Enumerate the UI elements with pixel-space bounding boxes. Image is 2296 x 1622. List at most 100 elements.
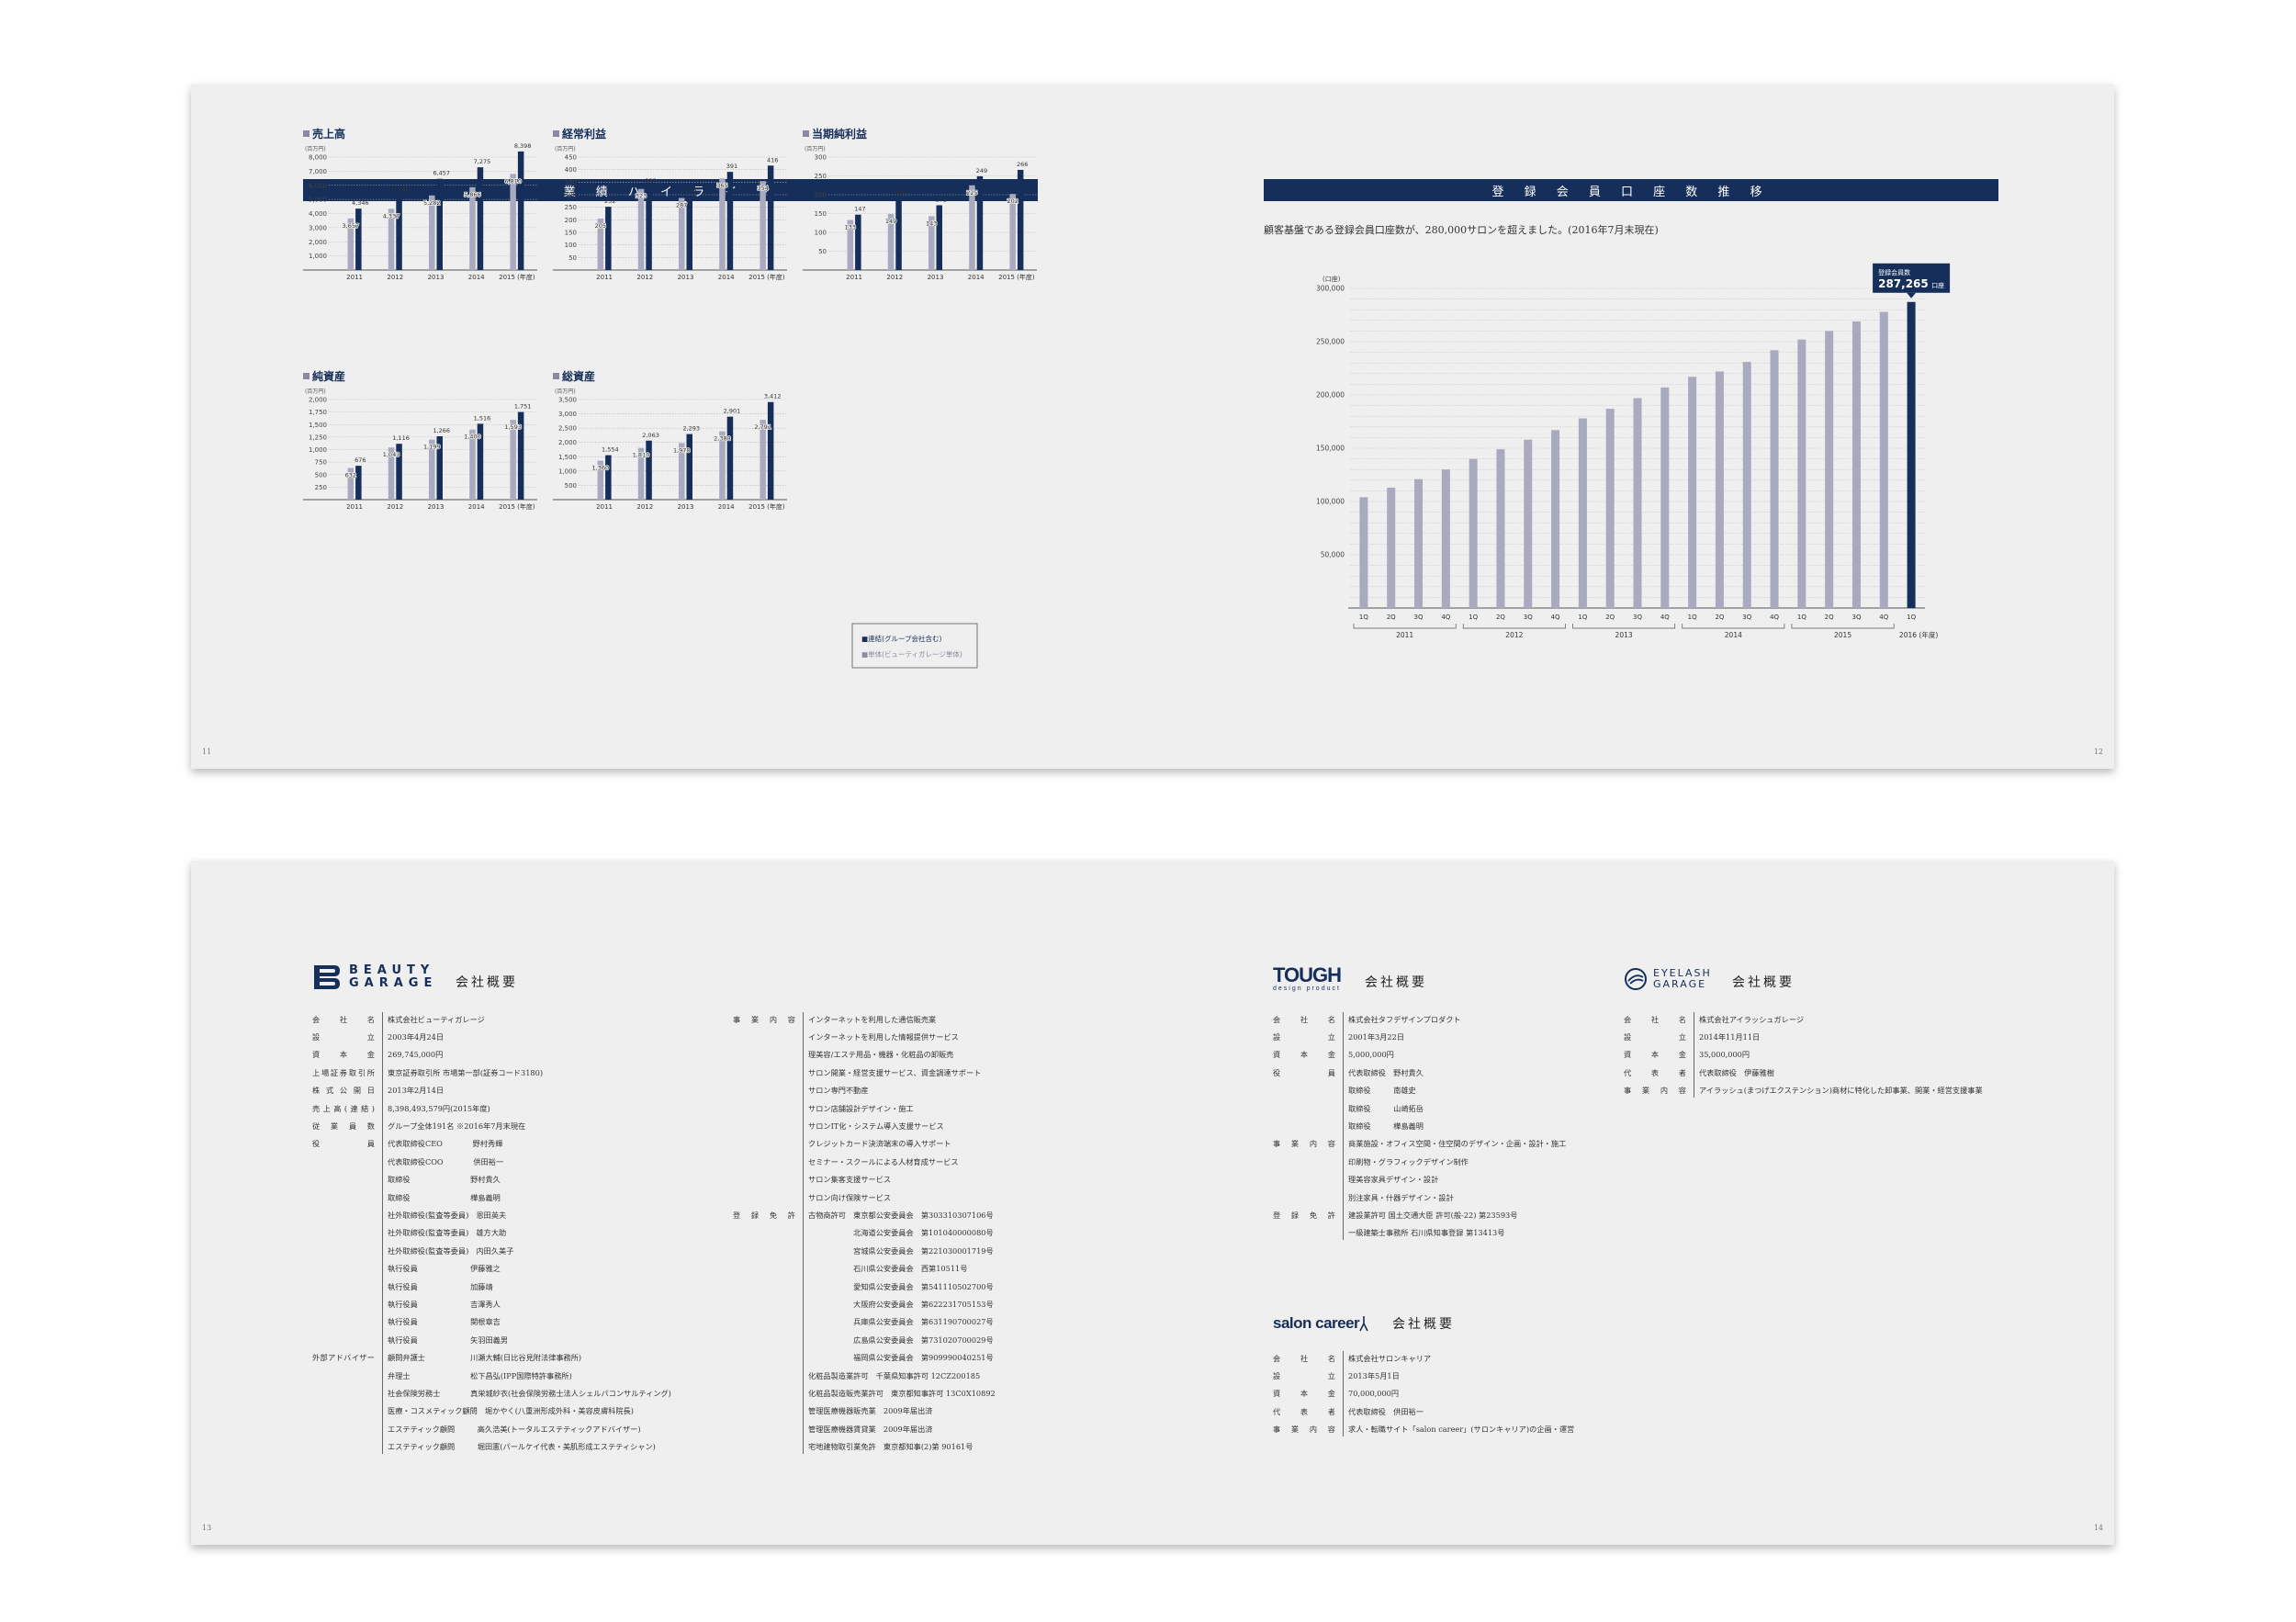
- profile-row: クレジットカード決済端末の導入サポート: [733, 1135, 996, 1153]
- y-tick-label: 1,750: [309, 409, 327, 416]
- bar-quarter: [1441, 469, 1450, 608]
- bar-consolidated: [726, 172, 734, 270]
- profile-row: 社外取締役(監査等委員) 内田久美子: [312, 1242, 671, 1259]
- bar-quarter: [1797, 339, 1806, 608]
- bar-single: [388, 208, 395, 270]
- bar-consolidated: [686, 434, 692, 500]
- bar-single: [510, 174, 516, 270]
- profile-value: サロン向け保険サービス: [808, 1192, 892, 1202]
- x-tick-label: 2Q: [1496, 614, 1505, 621]
- bar-single: [679, 197, 685, 270]
- x-tick-label: 2013: [428, 503, 445, 511]
- profile-key: 会 社 名: [1273, 1014, 1335, 1024]
- bar-consolidated: [605, 455, 612, 500]
- chart-title-marker: [303, 373, 310, 379]
- profile-value: 取締役 樺島義明: [1348, 1121, 1424, 1132]
- bar-consolidated: [1017, 169, 1024, 270]
- data-label-single: 5,866: [464, 191, 481, 198]
- profile-row: 事 業 内 容 アイラッシュ(まつげエクステンション)商材に特化した卸事業、開業・…: [1624, 1082, 1983, 1099]
- chart-title-marker: [303, 130, 310, 137]
- profile-row: サロン専門不動産: [733, 1082, 996, 1099]
- profile-row: 資 本 金 269,745,000円: [312, 1046, 671, 1064]
- x-tick-label: 2012: [636, 274, 653, 281]
- profile-row: 弁理士 松下昌弘(IPP国際特許事務所): [312, 1367, 671, 1384]
- year-label: 2015: [1834, 631, 1851, 639]
- bar-single: [969, 185, 975, 270]
- profile-row: 資 本 金 70,000,000円: [1273, 1385, 1574, 1402]
- profile-key: 事 業 内 容: [733, 1014, 795, 1024]
- bar-consolidated: [477, 167, 484, 270]
- chart-unit: (百万円): [305, 146, 326, 152]
- profile-value: 石川県公安委員会 西第10511号: [808, 1264, 968, 1274]
- profile-key: 設 立: [312, 1032, 375, 1042]
- profile-row: サロン向け保険サービス: [733, 1188, 996, 1206]
- data-label-single: 202: [1007, 197, 1018, 205]
- bar-single: [597, 460, 604, 500]
- profile-value: 求人・転職サイト「salon career」(サロンキャリア)の企画・運営: [1348, 1425, 1575, 1435]
- bar-quarter: [1359, 497, 1368, 608]
- data-label-single: 1,810: [633, 452, 650, 459]
- x-tick-label: 1Q: [1688, 614, 1697, 621]
- chart-title: 総資産: [562, 369, 595, 383]
- profile-key: 売上高(連結): [312, 1103, 375, 1113]
- data-label-consolidated: 3,412: [764, 393, 782, 400]
- bar-single: [469, 429, 476, 500]
- data-label-single: 5,282: [423, 199, 441, 207]
- profile-value: 弁理士 松下昌弘(IPP国際特許事務所): [388, 1370, 572, 1380]
- bar-consolidated: [855, 214, 861, 270]
- bar-consolidated: [976, 175, 984, 270]
- profile-row: 愛知県公安委員会 第541110502700号: [733, 1278, 996, 1295]
- profile-row: 会 社 名 株式会社ビューティガレージ: [312, 1010, 671, 1028]
- x-tick-label: 2Q: [1825, 614, 1834, 621]
- profile-row: 会 社 名 株式会社サロンキャリア: [1273, 1349, 1574, 1367]
- profile-key: 登 録 免 許: [1273, 1210, 1335, 1220]
- profile-row: 広島県公安委員会 第731020700029号: [733, 1331, 996, 1348]
- y-tick-label: 1,000: [309, 446, 327, 454]
- data-label-single: 287: [676, 202, 687, 209]
- bar-quarter: [1879, 311, 1888, 608]
- bar-single: [637, 188, 645, 270]
- bar-single: [429, 439, 435, 500]
- profile-row: 取締役 樺島義明: [312, 1188, 671, 1206]
- year-label: 2012: [1505, 631, 1523, 639]
- x-tick-label: 2012: [387, 274, 403, 281]
- y-tick-label: 100,000: [1316, 498, 1345, 506]
- profile-key: 会 社 名: [1273, 1353, 1335, 1363]
- y-tick-label: 50: [568, 254, 577, 262]
- tough-logo: TOUGH design product: [1273, 965, 1342, 993]
- profile-value: 取締役 山崎拓岳: [1348, 1103, 1424, 1113]
- beauty-garage-profile-table: 会 社 名 株式会社ビューティガレージ設 立 2003年4月24日資 本 金 269,…: [312, 1010, 671, 1456]
- x-tick-label: 3Q: [1633, 614, 1642, 621]
- bar-single: [429, 195, 435, 270]
- data-label-single: 2,388: [714, 435, 731, 443]
- profile-value: 兵庫県公安委員会 第631190700027号: [808, 1317, 994, 1327]
- profile-row: 一級建築士事務所 石川県知事登録 第13413号: [1273, 1224, 1566, 1242]
- y-tick-label: 5,000: [309, 197, 327, 204]
- x-tick-label: 1Q: [1578, 614, 1587, 621]
- profile-value: 執行役員 吉澤秀人: [388, 1299, 501, 1309]
- profile-row: 会 社 名 株式会社タフデザインプロダクト: [1273, 1010, 1566, 1028]
- profile-row: 売上高(連結) 8,398,493,579円(2015年度): [312, 1099, 671, 1117]
- profile-key: 設 立: [1624, 1032, 1686, 1042]
- data-label-single: 143: [926, 220, 937, 227]
- section-title-members: 登 録 会 員 口 座 数 推 移: [1264, 179, 1998, 201]
- profile-value: 建設業許可 国土交通大臣 許可(般-22) 第23593号: [1348, 1210, 1518, 1220]
- profile-value: 別注家具・什器デザイン・設計: [1348, 1192, 1454, 1202]
- x-tick-label: 2013: [928, 274, 944, 281]
- bar-consolidated: [605, 207, 612, 270]
- data-label-single: 365: [716, 182, 727, 189]
- x-tick-label: 3Q: [1414, 614, 1424, 621]
- profile-row: 役 員 代表取締役CEO 野村秀輝: [312, 1135, 671, 1153]
- data-label-single: 1,360: [592, 465, 610, 472]
- profile-row: 従業員数 グループ全体191名 ※2016年7月末現在: [312, 1117, 671, 1134]
- x-tick-label: 2012: [886, 274, 903, 281]
- callout-pointer: [1907, 292, 1917, 298]
- page-number-left: 13: [202, 1524, 212, 1532]
- y-tick-label: 2,000: [309, 397, 327, 404]
- profile-value: 化粧品製造業許可 千葉県知事許可 12CZ200185: [808, 1370, 981, 1380]
- y-tick-label: 2,000: [558, 439, 577, 446]
- year-label: 2014: [1725, 631, 1742, 639]
- profile-row: 執行役員 伊藤雅之: [312, 1259, 671, 1277]
- data-label-single: 323: [636, 193, 647, 200]
- profile-row: 理美容家具デザイン・設計: [1273, 1171, 1566, 1188]
